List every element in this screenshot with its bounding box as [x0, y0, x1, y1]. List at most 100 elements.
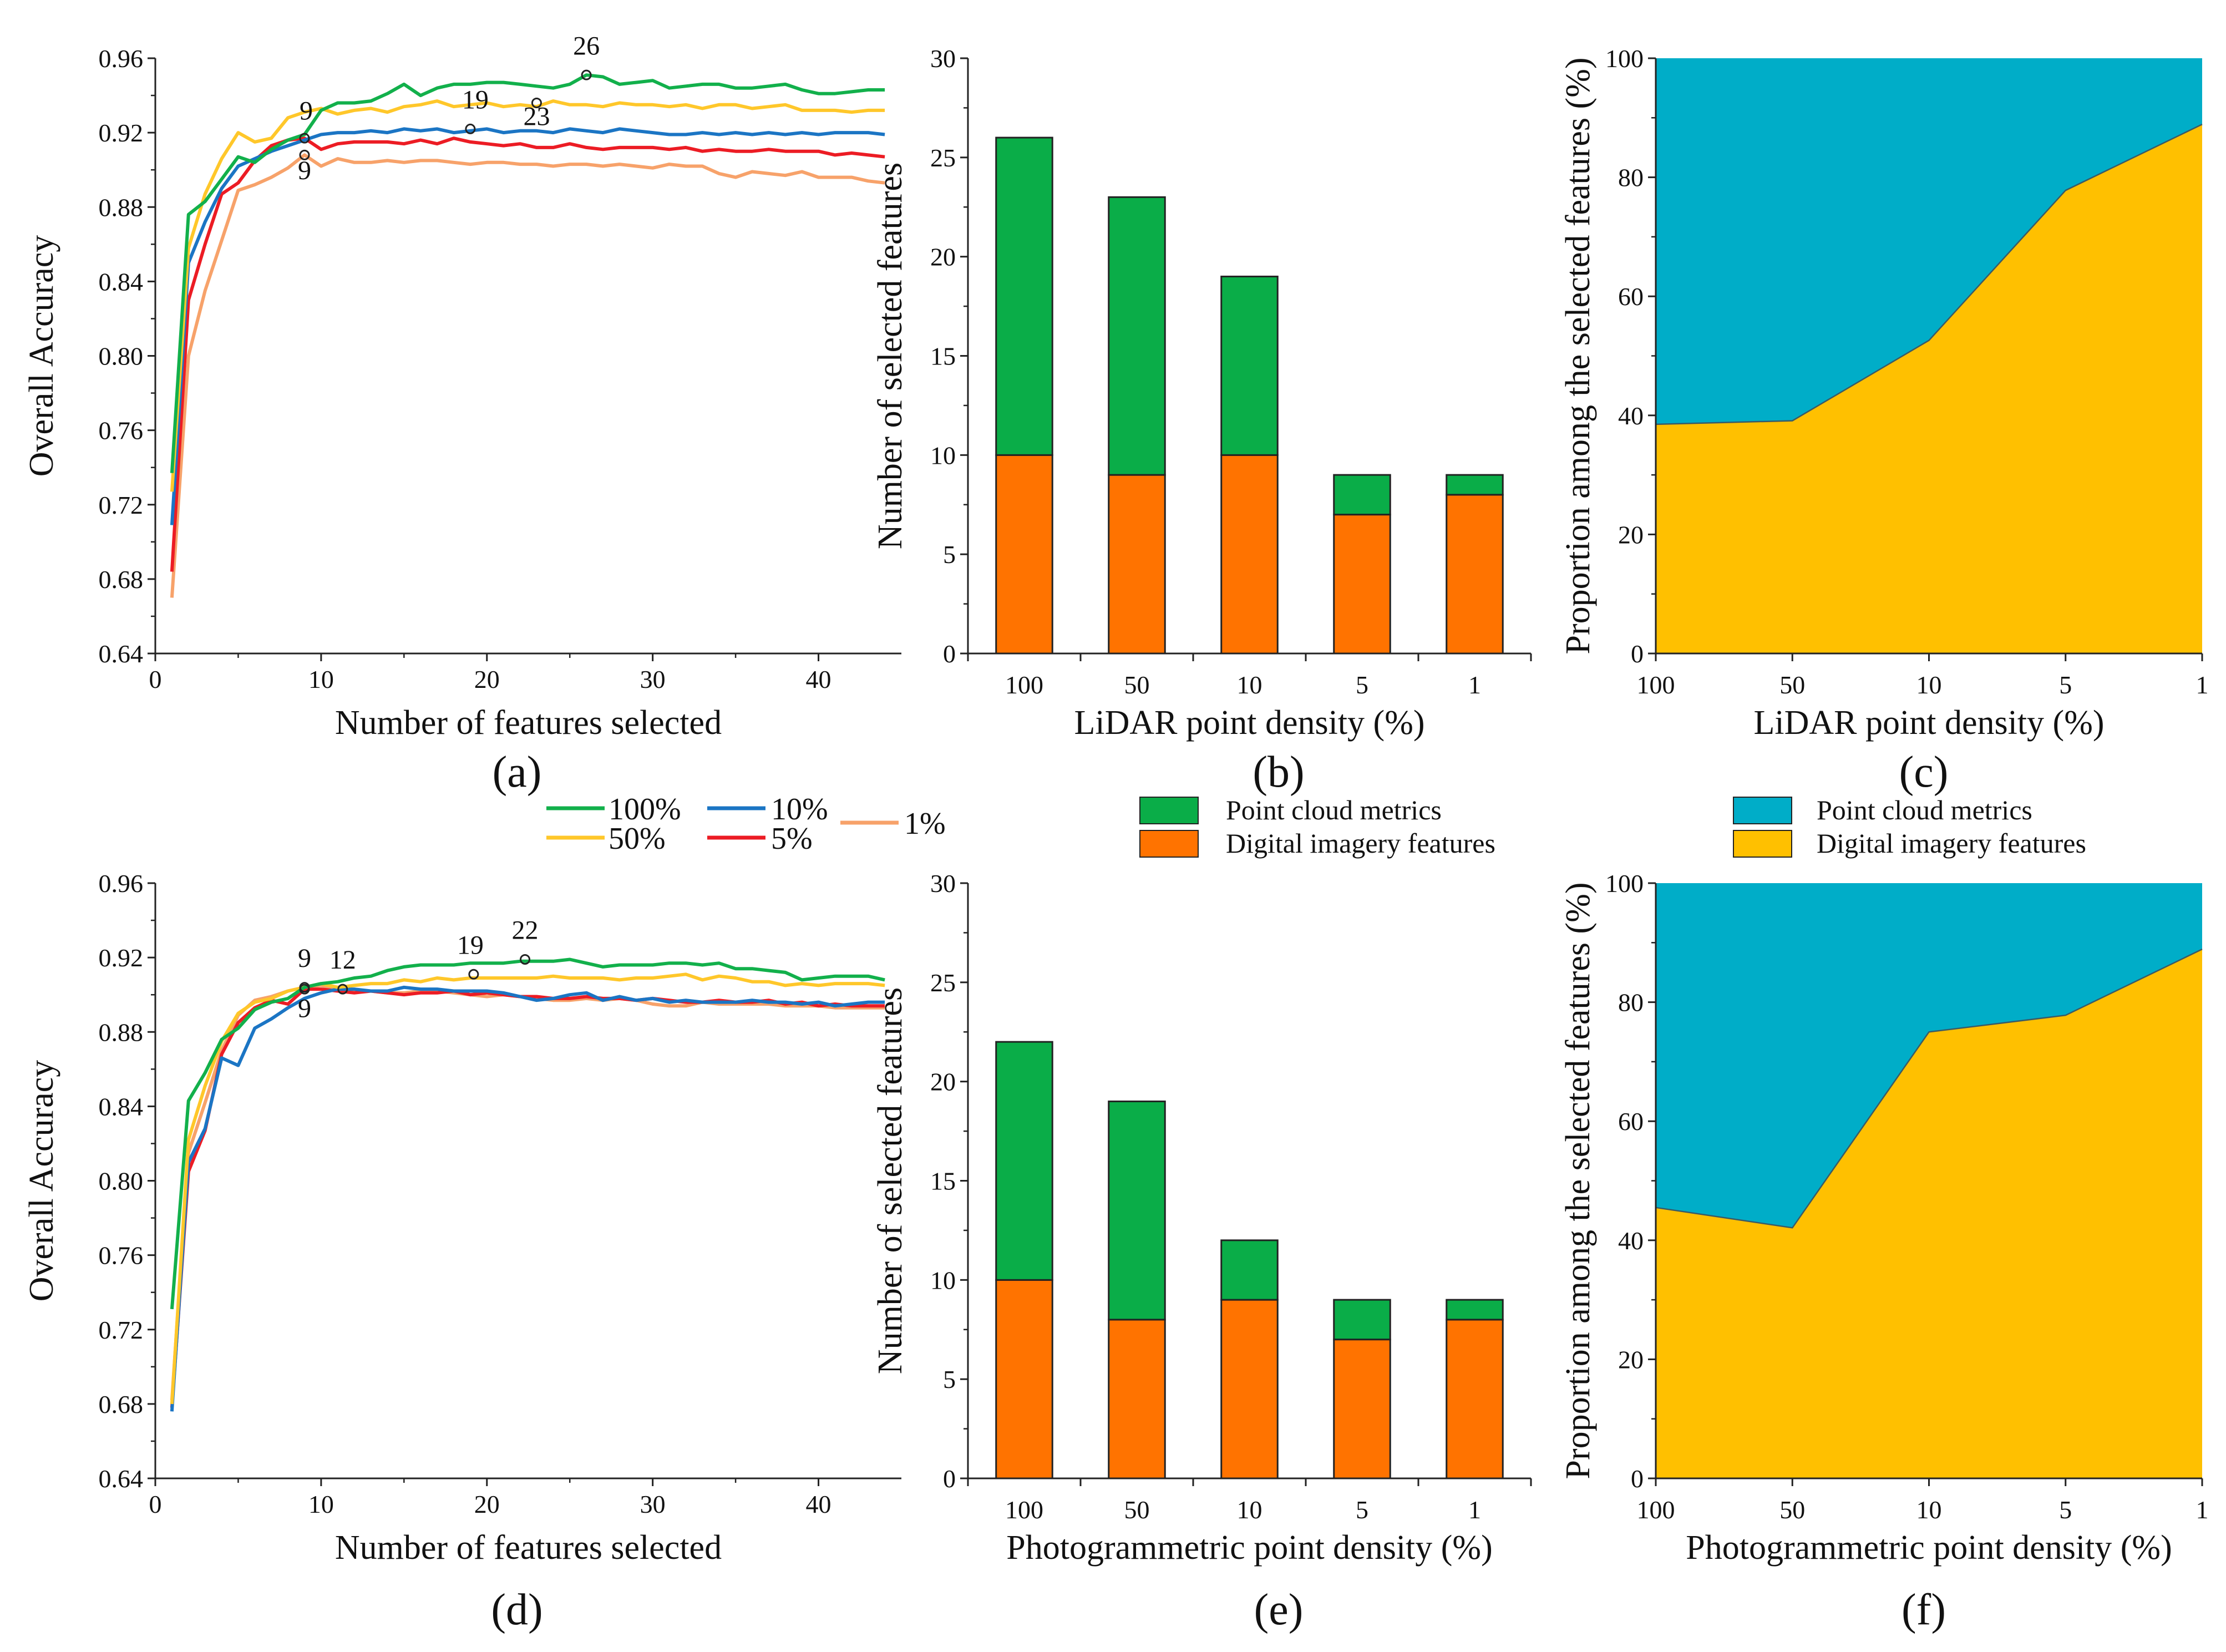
area-boundary-line — [1655, 948, 2203, 1229]
y-tick-label: 20 — [930, 243, 956, 271]
y-tick-label: 0.76 — [99, 1241, 144, 1270]
area-imagery — [1656, 949, 2202, 1478]
area-imagery — [1656, 124, 2202, 654]
x-axis-title: LiDAR point density (%) — [1074, 704, 1425, 742]
panel-label: (c) — [1899, 748, 1949, 797]
y-tick-label: 0 — [943, 1464, 956, 1493]
x-tick-label: 100 — [1637, 671, 1675, 699]
y-tick-label: 20 — [1618, 520, 1644, 549]
y-tick-label: 40 — [1618, 1227, 1644, 1255]
bar-segment-imagery — [1220, 454, 1279, 655]
x-tick-label: 5 — [1356, 1496, 1368, 1524]
x-tick-label: 1 — [2196, 1496, 2209, 1524]
x-tick-label: 1 — [1468, 1496, 1481, 1524]
panel-a-line-chart: 0.64 0.68 0.72 0.76 0.80 0.84 0.88 0.92 0.96 0 10 2… — [23, 31, 901, 797]
bar-segment-imagery — [1108, 474, 1166, 655]
y-tick-label: 0.64 — [99, 640, 144, 668]
panel-label: (d) — [491, 1585, 542, 1634]
y-tick-label: 25 — [930, 969, 956, 997]
y-tick-label: 40 — [1618, 402, 1644, 430]
y-tick-label: 0.64 — [99, 1464, 144, 1493]
bar-segment-imagery — [1333, 514, 1391, 655]
panel-d-line-chart: 0.64 0.68 0.72 0.76 0.80 0.84 0.88 0.92 0.96 0 10 2… — [23, 869, 901, 1634]
x-tick-label: 30 — [640, 665, 666, 693]
y-tick-label: 0.80 — [99, 342, 144, 371]
area-legend: Point cloud metrics Digital imagery feat… — [1733, 794, 2086, 859]
y-tick-label: 0.76 — [99, 417, 144, 445]
y-tick-label: 0.92 — [99, 119, 144, 147]
bar-segment-point-cloud — [1333, 1299, 1391, 1341]
x-tick-label: 40 — [806, 1490, 831, 1518]
annotation-marker — [468, 969, 479, 980]
series-line-10pct — [170, 127, 885, 525]
y-tick-label: 0 — [943, 640, 956, 668]
x-tick-label: 5 — [2059, 1496, 2072, 1524]
annotation-label: 9 — [298, 994, 311, 1023]
bar-segment-imagery — [1220, 1299, 1279, 1479]
annotation-marker — [581, 69, 592, 80]
x-tick-label: 1 — [1468, 671, 1481, 699]
y-tick-label: 15 — [930, 342, 956, 371]
y-tick-label: 0.88 — [99, 1018, 144, 1046]
legend-label-1: 1% — [904, 807, 946, 841]
annotation-label: 9 — [298, 156, 311, 185]
x-tick-label: 50 — [1779, 671, 1805, 699]
bar-segment-point-cloud — [1108, 1100, 1166, 1321]
annotation-marker — [299, 133, 310, 144]
x-tick-label: 10 — [308, 1490, 334, 1518]
x-tick-label: 10 — [308, 665, 334, 693]
series-line-50pct — [170, 972, 885, 1405]
x-tick-label: 0 — [149, 1490, 162, 1518]
annotation-marker — [299, 984, 310, 995]
y-tick-label: 0.84 — [99, 267, 144, 296]
bar-segment-point-cloud — [1220, 275, 1279, 456]
bar-segment-point-cloud — [1446, 474, 1504, 496]
annotation-marker — [531, 97, 542, 108]
x-tick-label: 40 — [806, 665, 831, 693]
panel-c-area-chart: 0 20 40 60 80 100 100 50 10 5 1 LiDAR point density… — [1559, 44, 2209, 797]
y-axis-title: Number of selected features — [871, 163, 909, 549]
x-tick-label: 10 — [1237, 1496, 1262, 1524]
x-tick-label: 30 — [640, 1490, 666, 1518]
y-tick-label: 30 — [930, 44, 956, 73]
y-tick-label: 0 — [1631, 1464, 1644, 1493]
bar-legend-label-point-cloud: Point cloud metrics — [1226, 794, 1442, 825]
y-tick-label: 20 — [1618, 1345, 1644, 1374]
annotation-label: 9 — [298, 944, 311, 973]
y-axis-title: Number of selected features — [871, 987, 909, 1374]
y-axis-title: Overall Accuracy — [23, 235, 60, 477]
y-tick-label: 20 — [930, 1068, 956, 1096]
y-tick-label: 60 — [1618, 282, 1644, 311]
annotation-marker — [299, 149, 310, 160]
legend-label-50: 50% — [609, 822, 666, 856]
y-tick-label: 80 — [1618, 989, 1644, 1017]
bar-legend-label-imagery: Digital imagery features — [1226, 828, 1495, 859]
x-tick-label: 5 — [1356, 671, 1368, 699]
series-line-10pct — [170, 985, 885, 1412]
x-axis-title: Photogrammetric point density (%) — [1006, 1529, 1492, 1567]
x-tick-label: 50 — [1124, 671, 1150, 699]
x-tick-label: 100 — [1005, 1496, 1043, 1524]
x-tick-label: 1 — [2196, 671, 2209, 699]
series-line-1pct — [170, 153, 885, 598]
y-tick-label: 0.68 — [99, 565, 144, 594]
x-axis-title: Photogrammetric point density (%) — [1686, 1529, 2172, 1567]
y-tick-label: 0.92 — [99, 944, 144, 972]
panel-label: (b) — [1253, 748, 1304, 797]
x-tick-label: 5 — [2059, 671, 2072, 699]
y-tick-label: 5 — [943, 1365, 956, 1393]
bar-segment-imagery — [1446, 1319, 1504, 1479]
bar-segment-imagery — [995, 1279, 1053, 1479]
bar-segment-point-cloud — [1108, 196, 1166, 476]
bar-segment-imagery — [1446, 494, 1504, 655]
series-line-100pct — [170, 73, 885, 473]
x-axis-title: Number of features selected — [335, 1529, 722, 1567]
y-tick-label: 10 — [930, 441, 956, 469]
y-tick-label: 0.88 — [99, 193, 144, 221]
y-tick-label: 0.72 — [99, 491, 144, 519]
y-tick-label: 100 — [1605, 869, 1644, 898]
annotation-label: 19 — [457, 930, 484, 960]
y-tick-label: 0.68 — [99, 1390, 144, 1418]
series-line-50pct — [170, 99, 885, 492]
